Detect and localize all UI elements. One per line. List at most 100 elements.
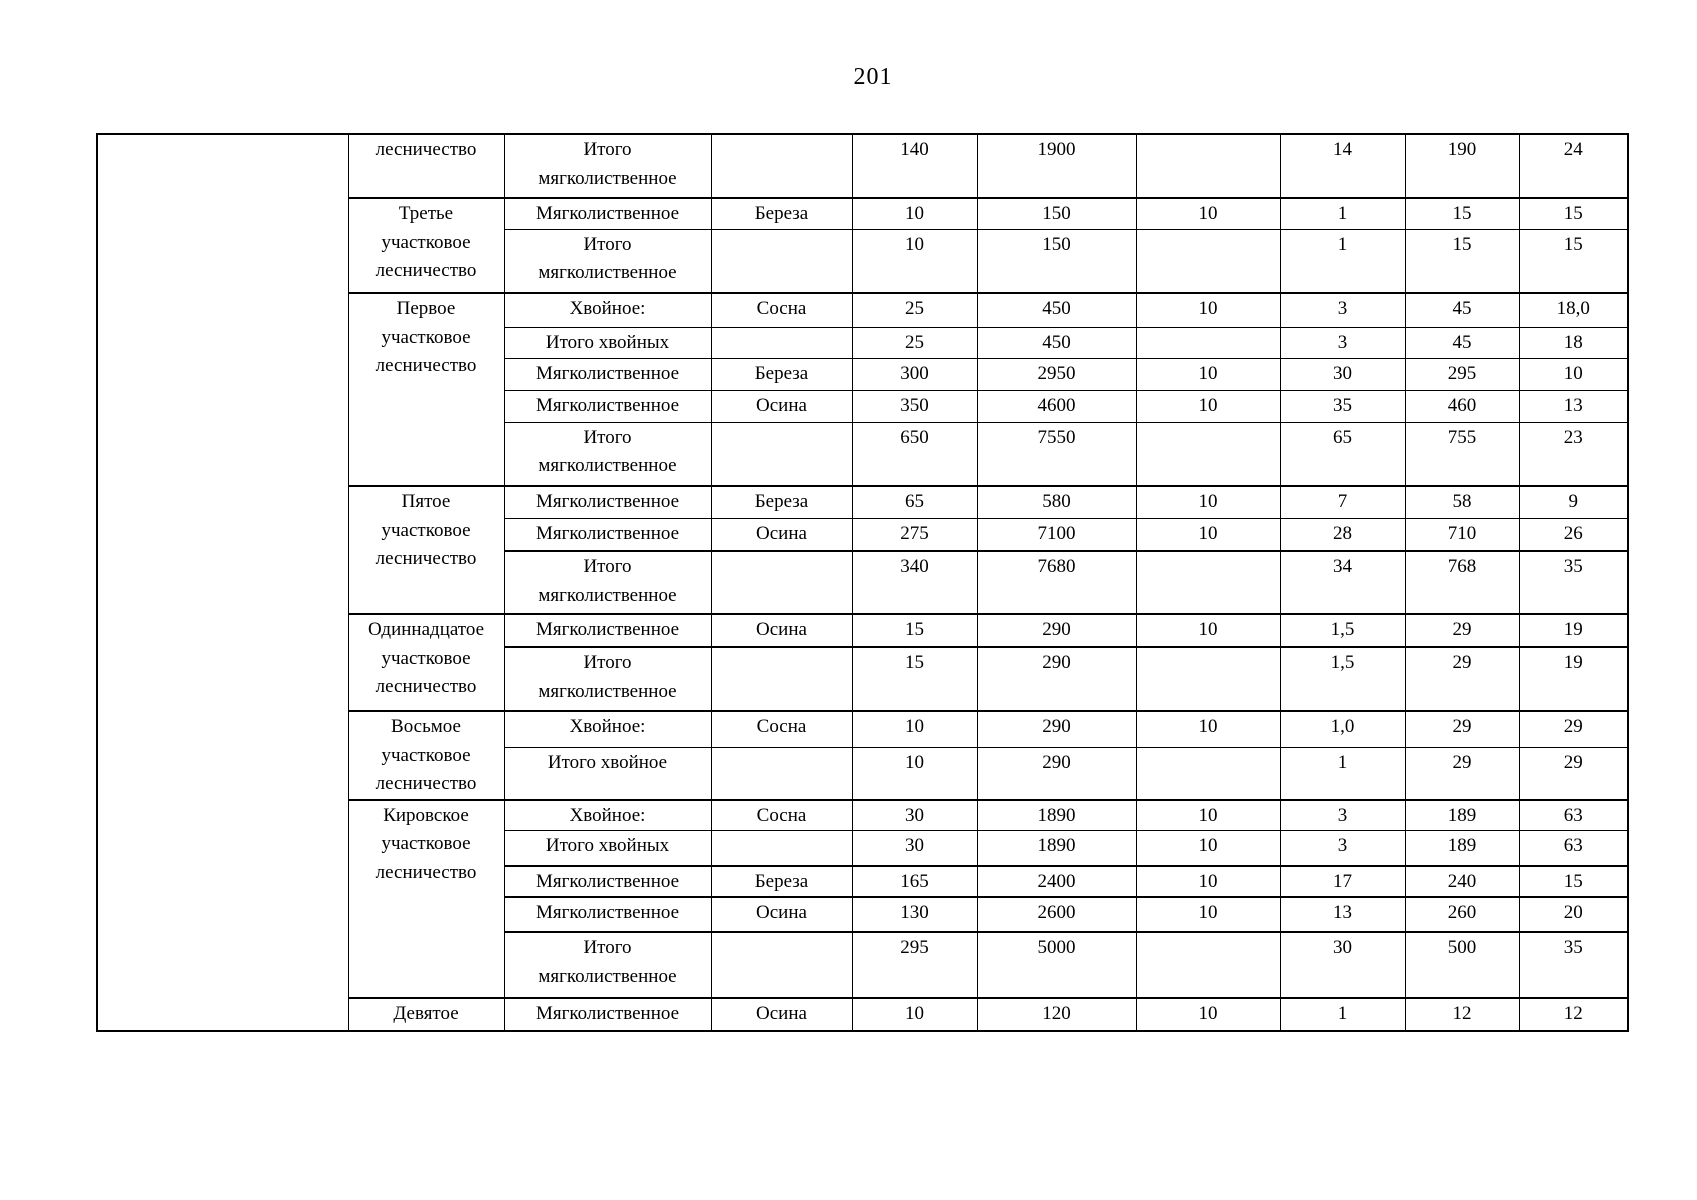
value-cell: 23 (1518, 421, 1629, 487)
value-cell: 15 (1404, 228, 1520, 294)
table-row: Итого хвойных 25 450 3 45 18 (97, 326, 1629, 359)
table-row: Пятое участковое лесничество Мягколиствен… (97, 485, 1629, 615)
species-group-cell: Мягколиственное (503, 896, 712, 933)
table-row: Мягколиственное Осина 130 2600 10 13 260 20 (97, 896, 1629, 933)
value-cell: 1890 (976, 830, 1137, 867)
table-row: Восьмое участковое лесничество Хвойное: Со… (97, 710, 1629, 801)
value-cell: 450 (976, 292, 1137, 328)
species-group-cell: Мягколиственное (503, 357, 712, 391)
value-cell: 29 (1404, 613, 1520, 648)
table-row: Мягколиственное Береза 165 2400 10 17 240 15 (97, 865, 1629, 898)
value-cell: 3 (1279, 799, 1406, 831)
district-cell: Кировское участковое лесничество (347, 799, 505, 999)
value-cell: 19 (1518, 613, 1629, 648)
value-cell: 350 (851, 389, 978, 423)
value-cell: 10 (851, 747, 978, 801)
value-cell: 29 (1518, 747, 1629, 801)
value-cell (1135, 646, 1281, 712)
species-group-cell: Мягколиственное (503, 485, 712, 519)
value-cell: 58 (1404, 485, 1520, 519)
value-cell: 15 (1518, 228, 1629, 294)
value-cell: 5000 (976, 931, 1137, 999)
value-cell: 295 (1404, 357, 1520, 391)
species-group-cell: Мягколиственное (503, 197, 712, 230)
value-cell: 165 (851, 865, 978, 898)
left-margin-cell (96, 133, 349, 1032)
species-cell (710, 747, 853, 801)
value-cell: 1 (1279, 197, 1406, 230)
species-group-cell: Итого мягколиственное (503, 931, 712, 999)
value-cell: 30 (1279, 931, 1406, 999)
value-cell: 65 (1279, 421, 1406, 487)
value-cell: 650 (851, 421, 978, 487)
species-cell (710, 326, 853, 359)
value-cell: 710 (1404, 517, 1520, 552)
species-group-cell: Итого мягколиственное (503, 421, 712, 487)
value-cell (1135, 550, 1281, 615)
value-cell: 29 (1404, 646, 1520, 712)
value-cell: 10 (1518, 357, 1629, 391)
value-cell: 3 (1279, 292, 1406, 328)
table-row: Итого мягколиственное 650 7550 65 755 23 (97, 421, 1629, 487)
value-cell: 189 (1404, 799, 1520, 831)
district-cell: Девятое (347, 997, 505, 1032)
value-cell: 7550 (976, 421, 1137, 487)
value-cell: 460 (1404, 389, 1520, 423)
species-cell: Сосна (710, 710, 853, 749)
species-cell (710, 421, 853, 487)
value-cell: 120 (976, 997, 1137, 1032)
species-group-cell: Итого мягколиственное (503, 228, 712, 294)
species-cell (710, 830, 853, 867)
species-cell: Осина (710, 997, 853, 1032)
table-row: Итого мягколиственное 15 290 1,5 29 19 (97, 646, 1629, 712)
value-cell: 19 (1518, 646, 1629, 712)
value-cell: 340 (851, 550, 978, 615)
value-cell: 45 (1404, 326, 1520, 359)
value-cell: 17 (1279, 865, 1406, 898)
value-cell: 4600 (976, 389, 1137, 423)
value-cell: 240 (1404, 865, 1520, 898)
value-cell: 10 (851, 197, 978, 230)
value-cell: 15 (851, 613, 978, 648)
value-cell: 10 (1135, 710, 1281, 749)
value-cell: 30 (851, 830, 978, 867)
value-cell: 1 (1279, 747, 1406, 801)
table-row: Мягколиственное Осина 275 7100 10 28 710 26 (97, 517, 1629, 552)
species-group-cell: Хвойное: (503, 292, 712, 328)
value-cell: 12 (1518, 997, 1629, 1032)
species-group-cell: Мягколиственное (503, 517, 712, 552)
value-cell: 3 (1279, 830, 1406, 867)
value-cell: 1890 (976, 799, 1137, 831)
district-cell: Восьмое участковое лесничество (347, 710, 505, 801)
value-cell: 26 (1518, 517, 1629, 552)
value-cell: 29 (1404, 710, 1520, 749)
value-cell: 63 (1518, 830, 1629, 867)
species-group-cell: Итого хвойных (503, 326, 712, 359)
value-cell: 1,5 (1279, 613, 1406, 648)
value-cell: 10 (1135, 517, 1281, 552)
value-cell: 3 (1279, 326, 1406, 359)
value-cell (1135, 326, 1281, 359)
value-cell: 290 (976, 646, 1137, 712)
species-cell (710, 931, 853, 999)
value-cell: 290 (976, 613, 1137, 648)
value-cell: 15 (1518, 865, 1629, 898)
value-cell: 2950 (976, 357, 1137, 391)
value-cell: 7680 (976, 550, 1137, 615)
value-cell (1135, 228, 1281, 294)
value-cell (1135, 421, 1281, 487)
district-cell: Пятое участковое лесничество (347, 485, 505, 615)
value-cell: 9 (1518, 485, 1629, 519)
value-cell: 1900 (976, 133, 1137, 199)
species-cell: Сосна (710, 799, 853, 831)
value-cell: 1 (1279, 997, 1406, 1032)
value-cell: 10 (1135, 485, 1281, 519)
value-cell: 10 (851, 997, 978, 1032)
value-cell: 1 (1279, 228, 1406, 294)
value-cell: 500 (1404, 931, 1520, 999)
value-cell: 18,0 (1518, 292, 1629, 328)
species-group-cell: Хвойное: (503, 799, 712, 831)
value-cell: 768 (1404, 550, 1520, 615)
species-group-cell: Итого мягколиственное (503, 646, 712, 712)
